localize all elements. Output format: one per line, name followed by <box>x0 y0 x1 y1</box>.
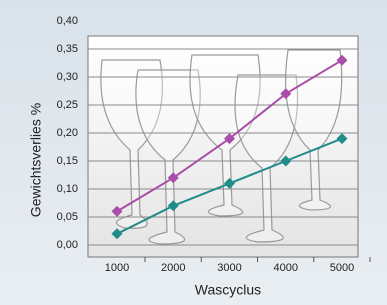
y-axis-title: Gewichtsverlies % <box>28 103 44 217</box>
y-tick-label: 0,40 <box>57 15 78 27</box>
y-tick-label: 0,00 <box>57 239 78 251</box>
x-tick-label: 2000 <box>161 262 185 274</box>
x-axis-title: Wascyclus <box>195 282 261 298</box>
x-tick-label: 4000 <box>274 262 298 274</box>
x-tick-label: 3000 <box>217 262 241 274</box>
y-tick-label: 0,25 <box>57 99 78 111</box>
chart: Gewichtsverlies % Wascyclus 0,00 0,05 0,10… <box>0 0 387 305</box>
x-tick-label: 5000 <box>330 262 354 274</box>
y-tick-label: 0,10 <box>57 183 78 195</box>
y-tick-label: 0,15 <box>57 155 78 167</box>
x-tick-label: 1000 <box>105 262 129 274</box>
y-tick-label: 0,20 <box>57 127 78 139</box>
y-tick-label: 0,35 <box>57 43 78 55</box>
y-tick-label: 0,30 <box>57 71 78 83</box>
y-tick-label: 0,05 <box>57 211 78 223</box>
